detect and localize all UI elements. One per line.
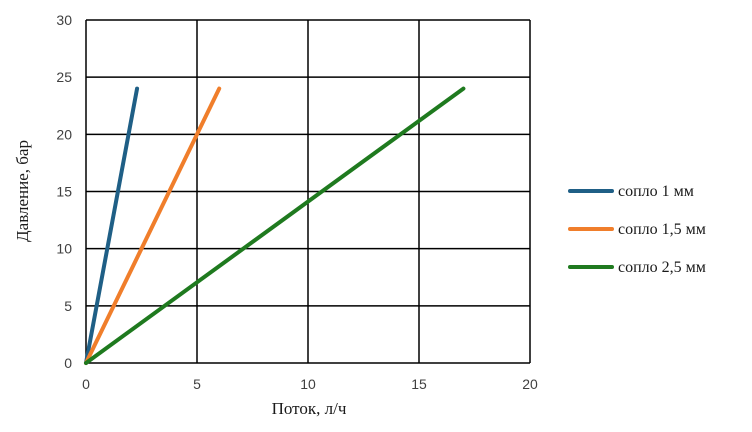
legend-label-3: сопло 2,5 мм	[618, 259, 706, 276]
y-tick-label-25: 25	[56, 69, 72, 85]
x-tick-label-0: 0	[82, 376, 90, 392]
x-tick-label-5: 5	[193, 376, 201, 392]
x-axis-title: Поток, л/ч	[272, 399, 347, 418]
y-tick-label-10: 10	[56, 241, 72, 257]
y-tick-label-30: 30	[56, 12, 72, 28]
y-tick-label-15: 15	[56, 184, 72, 200]
x-tick-label-10: 10	[300, 376, 316, 392]
x-tick-label-15: 15	[411, 376, 427, 392]
y-tick-label-5: 5	[64, 298, 72, 314]
legend: сопло 1 мм сопло 1,5 мм сопло 2,5 мм	[568, 183, 706, 276]
series-line-1	[84, 86, 140, 365]
legend-label-1: сопло 1 мм	[618, 183, 694, 200]
grid	[85, 19, 531, 364]
tick-labels: 0 5 10 15 20 0 5 10 15 20 25 30	[56, 12, 538, 392]
x-tick-label-20: 20	[522, 376, 538, 392]
series-line-2	[84, 86, 222, 365]
legend-item-3: сопло 2,5 мм	[568, 259, 706, 276]
y-tick-label-0: 0	[64, 355, 72, 371]
y-axis-title: Давление, бар	[13, 140, 32, 242]
legend-item-2: сопло 1,5 мм	[568, 221, 706, 238]
y-tick-label-20: 20	[56, 126, 72, 142]
legend-label-2: сопло 1,5 мм	[618, 221, 706, 238]
legend-item-1: сопло 1 мм	[568, 183, 694, 200]
plot-area-series	[84, 86, 466, 365]
series-line-3	[84, 86, 466, 365]
